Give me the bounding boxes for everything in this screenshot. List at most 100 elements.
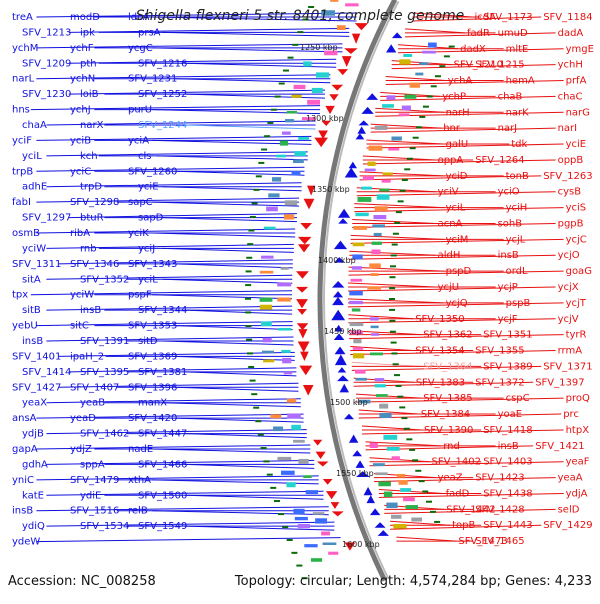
leader-line bbox=[174, 170, 305, 176]
gene-label-left: SFV_1427 bbox=[12, 382, 61, 393]
scale-ticks: 1250 kbp 1300 kbp 1350 kbp 1400 kbp 1450 kbp… bbox=[300, 43, 380, 549]
leader-line bbox=[162, 278, 293, 284]
backbone-inner-arc bbox=[323, 0, 400, 580]
gene-label-left: pth bbox=[80, 58, 97, 69]
tick-mark bbox=[246, 338, 253, 341]
tick-mark bbox=[282, 526, 289, 529]
feature-block bbox=[281, 470, 295, 475]
feature-block bbox=[259, 304, 273, 310]
tick-mark bbox=[401, 178, 408, 181]
gene-label-right: pspB bbox=[506, 298, 531, 309]
tick-mark bbox=[397, 200, 404, 203]
gene-label-right: SFV_1383 bbox=[416, 377, 465, 388]
gene-arrow bbox=[377, 530, 389, 536]
gene-arrow bbox=[296, 299, 308, 309]
feature-block bbox=[273, 426, 284, 432]
gene-label-left: yciC bbox=[70, 166, 91, 177]
leader-line bbox=[152, 448, 311, 454]
leader-line bbox=[46, 151, 308, 157]
leader-line bbox=[354, 207, 564, 213]
gene-arrow bbox=[331, 281, 345, 288]
gene-label-right: SFV_1384 bbox=[421, 409, 470, 420]
feature-block bbox=[400, 488, 412, 492]
leader-line bbox=[152, 201, 300, 207]
feature-block bbox=[321, 531, 331, 536]
gene-label-left: sitC bbox=[70, 321, 89, 332]
gene-arrow bbox=[358, 120, 369, 126]
feature-block bbox=[368, 145, 383, 151]
leader-line bbox=[356, 393, 422, 399]
gene-label-left: sitD bbox=[138, 336, 158, 347]
gene-label-right: SFV_1173 bbox=[483, 12, 532, 23]
gene-label-left: ydeW bbox=[12, 537, 40, 548]
gene-arrow bbox=[355, 471, 370, 478]
tick-mark bbox=[389, 276, 396, 279]
feature-block bbox=[419, 62, 429, 65]
leader-line bbox=[46, 182, 302, 188]
gene-label-right: aldH bbox=[438, 250, 461, 261]
leader-line bbox=[68, 213, 297, 219]
feature-block bbox=[422, 50, 436, 54]
gene-label-right: SFV_1351 bbox=[483, 330, 532, 341]
gene-label-left: loiB bbox=[80, 89, 99, 100]
gene-label-right: SFV_1423 bbox=[475, 473, 524, 484]
gene-arrow bbox=[300, 222, 313, 230]
gene-label-left: SFV_1311 bbox=[12, 259, 61, 270]
gene-arrow bbox=[329, 94, 339, 101]
gene-label-right: tonB bbox=[506, 171, 529, 182]
leader-line bbox=[68, 367, 297, 373]
scale-tick-label: 1600 kbp bbox=[342, 540, 380, 549]
feature-block bbox=[352, 353, 365, 359]
feature-block bbox=[374, 206, 388, 212]
gene-label-right: SFV_1421 bbox=[535, 441, 584, 452]
gene-labels: treA modD ldcA SFV_1213 ipk prsA ychM ychF ycgC S… bbox=[12, 12, 594, 548]
leader-line bbox=[348, 282, 436, 288]
leader-line bbox=[361, 425, 422, 431]
gene-label-left: yebU bbox=[12, 321, 38, 332]
feature-block bbox=[399, 59, 411, 65]
gene-label-left: SFV_1369 bbox=[128, 351, 177, 362]
genome-backbone bbox=[317, 0, 400, 582]
gene-label-right: SFV_1372 bbox=[475, 377, 524, 388]
gene-label-left: narX bbox=[80, 120, 104, 131]
gene-arrow bbox=[374, 522, 386, 528]
gene-label-left: trpB bbox=[12, 166, 33, 177]
gene-label-left: ldcA bbox=[128, 12, 150, 23]
tick-mark bbox=[412, 136, 419, 139]
gene-arrow bbox=[303, 198, 315, 210]
gene-label-left: yciW bbox=[22, 243, 46, 254]
feature-block bbox=[283, 371, 293, 375]
gene-arrow bbox=[344, 48, 358, 54]
leader-line bbox=[356, 191, 556, 197]
gene-label-left: SFV_1396 bbox=[128, 382, 177, 393]
feature-block bbox=[370, 333, 380, 336]
gene-label-left: yciW bbox=[70, 290, 94, 301]
leader-line bbox=[58, 351, 295, 357]
tick-mark bbox=[394, 221, 401, 224]
feature-block bbox=[358, 399, 371, 404]
feature-block bbox=[369, 317, 379, 321]
leader-line bbox=[162, 402, 301, 408]
gene-label-left: tpx bbox=[12, 290, 28, 301]
leader-line bbox=[58, 382, 299, 388]
gene-label-right: SFV_1389 bbox=[483, 361, 532, 372]
tick-mark bbox=[301, 577, 308, 580]
feature-block bbox=[259, 297, 273, 302]
feature-block bbox=[375, 394, 388, 397]
feature-block bbox=[353, 339, 362, 344]
gene-label-right: yciS bbox=[566, 203, 587, 214]
gene-arrow bbox=[334, 324, 344, 332]
feature-block bbox=[311, 87, 323, 94]
gene-label-right: ycjC bbox=[566, 234, 587, 245]
gene-arrow bbox=[344, 167, 358, 178]
gene-label-right: SFV_1210 bbox=[454, 60, 503, 71]
gene-label-right: htpX bbox=[566, 425, 590, 436]
tick-mark bbox=[419, 115, 426, 118]
leader-line bbox=[184, 433, 307, 439]
gene-arrow bbox=[352, 450, 363, 457]
gene-label-right: chaC bbox=[558, 91, 583, 102]
feature-block bbox=[355, 212, 369, 217]
leader-line bbox=[350, 234, 444, 240]
gene-label-left: SFV_1395 bbox=[80, 367, 129, 378]
leader-line bbox=[378, 488, 444, 494]
